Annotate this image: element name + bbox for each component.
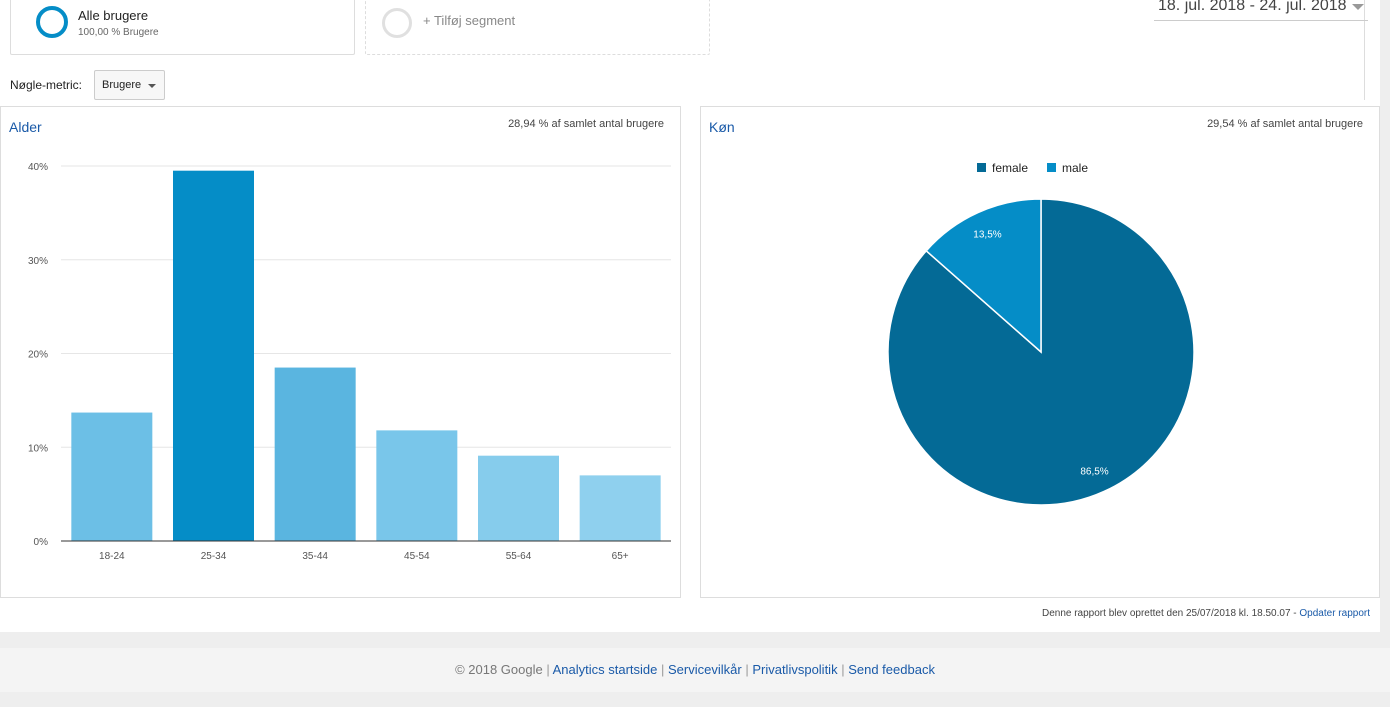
segment-all-users[interactable]: Alle brugere 100,00 % Brugere <box>10 0 355 55</box>
gender-panel: Køn 29,54 % af samlet antal brugere fema… <box>700 106 1380 598</box>
gender-pie-chart: female male 86,5% 13,5% <box>887 161 1195 506</box>
bar-25-34 <box>173 170 254 541</box>
age-panel: Alder 28,94 % af samlet antal brugere 0%… <box>0 106 681 598</box>
y-tick-label: 40% <box>28 162 48 173</box>
gender-panel-title: Køn <box>709 119 735 135</box>
bar-55-64 <box>478 455 559 541</box>
legend-label-male: male <box>1062 161 1088 175</box>
x-tick-label: 25-34 <box>201 551 227 562</box>
footer-copyright: © 2018 Google <box>455 662 543 677</box>
legend-swatch-female <box>977 163 986 172</box>
x-tick-label: 65+ <box>612 551 629 562</box>
bar-18-24 <box>71 412 153 541</box>
metric-label: Nøgle-metric: <box>10 78 83 92</box>
empty-segment-ring-icon <box>382 8 412 38</box>
scrollbar-track[interactable] <box>1364 0 1365 100</box>
y-tick-label: 10% <box>28 443 48 454</box>
x-tick-label: 35-44 <box>302 551 328 562</box>
refresh-report-link[interactable]: Opdater rapport <box>1299 608 1370 619</box>
y-tick-label: 0% <box>34 537 49 548</box>
footer-link-analytics-home[interactable]: Analytics startside <box>552 662 658 677</box>
date-range-picker[interactable]: 18. jul. 2018 - 24. jul. 2018 <box>1154 0 1368 21</box>
add-segment-label: + Tilføj segment <box>423 13 516 28</box>
add-segment-button[interactable]: + Tilføj segment <box>365 0 710 55</box>
footer-link-terms[interactable]: Servicevilkår <box>668 662 742 677</box>
metric-selected-value: Brugere <box>102 79 142 91</box>
bar-65+ <box>579 475 661 541</box>
slice-label-male: 13,5% <box>973 229 1001 240</box>
date-range-text: 18. jul. 2018 - 24. jul. 2018 <box>1158 0 1347 14</box>
legend-label-female: female <box>992 161 1028 175</box>
footer-link-feedback[interactable]: Send feedback <box>848 662 935 677</box>
segment-title: Alle brugere <box>78 8 149 23</box>
segment-ring-icon <box>36 6 68 38</box>
x-tick-label: 18-24 <box>99 551 125 562</box>
age-bar-chart: 0% 10% 20% 30% 40% 18-24 25-34 35-44 45-54 55-64 6… <box>28 162 671 562</box>
legend-swatch-male <box>1047 163 1056 172</box>
footer: © 2018 Google | Analytics startside | Se… <box>0 648 1390 692</box>
report-note: Denne rapport blev oprettet den 25/07/20… <box>1042 608 1370 619</box>
x-tick-label: 45-54 <box>404 551 430 562</box>
slice-label-female: 86,5% <box>1080 467 1108 478</box>
dropdown-caret-icon <box>148 84 156 88</box>
segment-subtitle: 100,00 % Brugere <box>78 27 159 38</box>
gender-panel-share: 29,54 % af samlet antal brugere <box>1207 118 1363 130</box>
page-edge <box>1380 0 1390 632</box>
chevron-down-icon <box>1352 4 1364 10</box>
metric-dropdown[interactable]: Brugere <box>94 70 165 100</box>
age-panel-share: 28,94 % af samlet antal brugere <box>508 118 664 130</box>
report-note-text: Denne rapport blev oprettet den 25/07/20… <box>1041 608 1300 619</box>
x-tick-label: 55-64 <box>506 551 532 562</box>
y-tick-label: 20% <box>28 350 48 361</box>
footer-link-privacy[interactable]: Privatlivspolitik <box>752 662 838 677</box>
pie-slice-male <box>925 198 1042 354</box>
bar-45-54 <box>376 430 458 541</box>
bar-35-44 <box>274 367 356 541</box>
y-tick-label: 30% <box>28 256 48 267</box>
age-panel-title: Alder <box>9 119 42 135</box>
